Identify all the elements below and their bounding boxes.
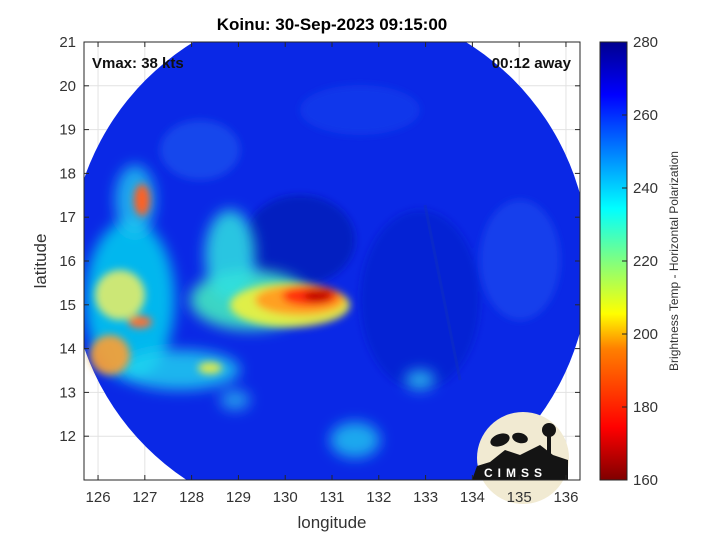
y-tick-label: 15 <box>59 297 76 314</box>
y-tick-label: 19 <box>59 122 76 139</box>
y-tick-label: 17 <box>59 209 76 226</box>
y-tick-label: 13 <box>59 384 76 401</box>
cimss-logo-text: CIMSS <box>484 466 547 480</box>
x-tick-label: 127 <box>132 489 157 506</box>
swath-texture <box>160 85 560 390</box>
cimss-logo: CIMSS <box>472 412 569 504</box>
x-tick-label: 134 <box>460 489 485 506</box>
x-tick-label: 131 <box>319 489 344 506</box>
x-tick-label: 136 <box>553 489 578 506</box>
convective-core <box>90 184 350 375</box>
x-axis-label: longitude <box>297 513 366 532</box>
colorbar-tick-label: 220 <box>633 253 658 270</box>
y-tick-label: 16 <box>59 253 76 270</box>
x-tick-label: 130 <box>273 489 298 506</box>
colorbar-tick-label: 200 <box>633 326 658 343</box>
colorbar-ticks: 280 260 240 220 200 180 160 <box>622 34 658 489</box>
y-tick-label: 20 <box>59 78 76 95</box>
swath-seam <box>423 204 462 381</box>
away-annotation: 00:12 away <box>492 55 572 72</box>
chart-title: Koinu: 30-Sep-2023 09:15:00 <box>217 15 448 34</box>
x-tick-label: 133 <box>413 489 438 506</box>
colorbar-tick-label: 240 <box>633 180 658 197</box>
y-axis-label: latitude <box>31 234 50 289</box>
colorbar-label: Brightness Temp - Horizontal Polarizatio… <box>667 151 681 371</box>
colorbar-tick-label: 280 <box>633 34 658 51</box>
y-tick-label: 12 <box>59 428 76 445</box>
colorbar-tick-label: 180 <box>633 399 658 416</box>
x-tick-label: 132 <box>366 489 391 506</box>
y-tick-label: 21 <box>59 34 76 51</box>
satellite-swath <box>84 42 580 480</box>
x-tick-label: 128 <box>179 489 204 506</box>
x-tick-label: 135 <box>507 489 532 506</box>
colorbar-tick-label: 160 <box>633 472 658 489</box>
x-tick-label: 129 <box>226 489 251 506</box>
vmax-annotation: Vmax: 38 kts <box>92 55 184 72</box>
x-axis-ticks: 126 127 128 129 130 131 132 133 134 135 136 <box>86 42 578 506</box>
colorbar-tick-label: 260 <box>633 107 658 124</box>
y-axis-ticks: 21 20 19 18 17 16 15 14 13 12 <box>59 34 580 445</box>
y-tick-label: 14 <box>59 341 76 358</box>
y-tick-label: 18 <box>59 165 76 182</box>
x-tick-label: 126 <box>86 489 111 506</box>
colorbar: 280 260 240 220 200 180 160 Brightness Temp - … <box>599 34 681 489</box>
